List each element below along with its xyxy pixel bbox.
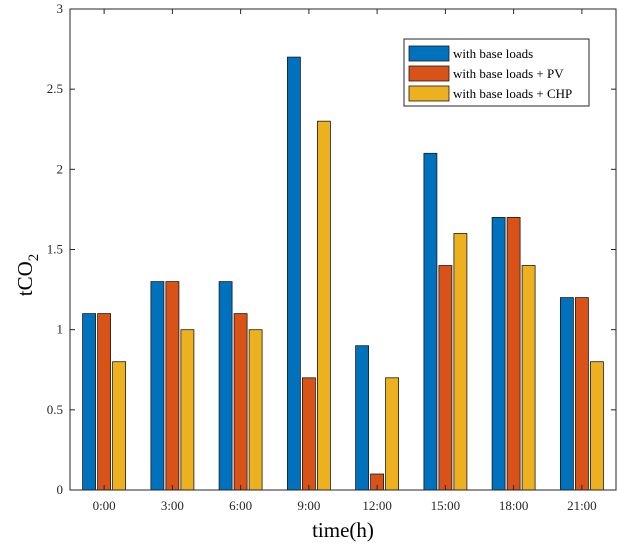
y-tick-label: 1 <box>57 322 64 337</box>
y-tick-label: 0.5 <box>47 402 63 417</box>
x-tick-label: 15:00 <box>431 498 461 513</box>
svg-text:tCO2: tCO2 <box>13 254 42 297</box>
legend-label-base: with base loads <box>453 46 533 61</box>
legend: with base loads with base loads + PV wit… <box>403 38 590 107</box>
bar-with-base-loads-1500 <box>423 152 438 491</box>
y-tick-label: 2 <box>57 161 64 176</box>
bar-with-base-loads-chp-1200 <box>385 377 400 491</box>
legend-label-pv: with base loads + PV <box>453 66 564 81</box>
bars-group <box>82 56 604 491</box>
bar-with-base-loads-chp-300 <box>180 329 195 491</box>
bar-with-base-loads-chp-900 <box>316 120 331 491</box>
bar-with-base-loads-pv-600 <box>233 313 248 491</box>
bar-with-base-loads-chp-600 <box>248 329 263 491</box>
bar-with-base-loads-000 <box>82 313 96 491</box>
bar-with-base-loads-300 <box>150 281 165 491</box>
bar-with-base-loads-1200 <box>355 345 370 491</box>
bar-with-base-loads-1800 <box>491 216 506 491</box>
legend-swatch-pv <box>408 65 450 82</box>
bar-with-base-loads-chp-1500 <box>453 233 468 491</box>
bar-with-base-loads-2100 <box>560 297 574 491</box>
y-axis-title: tCO <box>13 261 37 296</box>
x-tick-label: 0:00 <box>93 498 116 513</box>
ticks-group: 0 0.5 1 1.5 2 2.5 3 0:00 3:00 6:00 9:00 12:00 15:00 1… <box>47 1 616 513</box>
x-tick-label: 18:00 <box>499 498 529 513</box>
bar-with-base-loads-600 <box>218 281 233 491</box>
y-tick-label: 3 <box>57 1 64 16</box>
y-axis-title-subscript: 2 <box>26 254 42 262</box>
bar-with-base-loads-pv-2100 <box>575 297 589 491</box>
y-axis-title-group: tCO2 <box>13 254 42 297</box>
bar-with-base-loads-chp-2100 <box>590 361 604 491</box>
y-tick-label: 0 <box>57 482 64 497</box>
bar-with-base-loads-pv-1500 <box>438 265 453 491</box>
x-tick-label: 21:00 <box>567 498 597 513</box>
legend-swatch-base <box>408 45 450 62</box>
legend-label-chp: with base loads + CHP <box>453 86 572 101</box>
bar-with-base-loads-pv-1800 <box>506 216 521 491</box>
x-axis-title: time(h) <box>312 518 374 542</box>
y-tick-label: 2.5 <box>47 81 63 96</box>
bar-with-base-loads-pv-300 <box>165 281 180 491</box>
y-tick-label: 1.5 <box>47 242 63 257</box>
bar-with-base-loads-chp-1800 <box>521 265 536 491</box>
x-tick-label: 3:00 <box>161 498 184 513</box>
legend-swatch-chp <box>408 85 450 102</box>
bar-with-base-loads-pv-900 <box>301 377 316 491</box>
x-tick-label: 9:00 <box>297 498 320 513</box>
x-tick-label: 12:00 <box>362 498 392 513</box>
x-tick-label: 6:00 <box>229 498 252 513</box>
bar-with-base-loads-900 <box>286 56 301 491</box>
bar-with-base-loads-chp-000 <box>112 361 126 491</box>
bar-with-base-loads-pv-000 <box>97 313 111 491</box>
